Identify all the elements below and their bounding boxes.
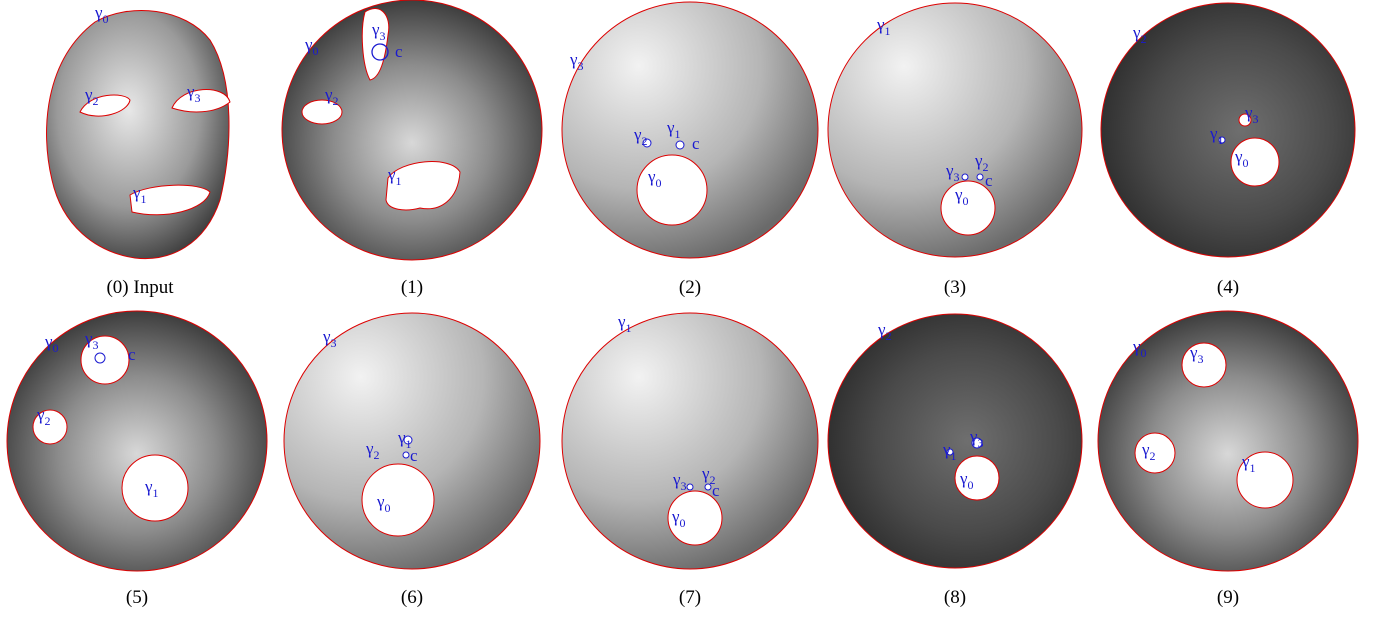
hole	[95, 353, 105, 363]
panel: γ0γ3γ2γ1(9)	[1098, 311, 1358, 608]
hole	[962, 174, 968, 180]
boundary-label: c	[712, 481, 720, 500]
label-index: 0	[1141, 346, 1147, 360]
label-index: 0	[680, 516, 686, 530]
hole	[637, 155, 707, 225]
label-index: 2	[886, 329, 892, 343]
caption: (1)	[401, 277, 423, 298]
hole	[403, 452, 409, 458]
face-mesh	[47, 10, 229, 258]
disk	[828, 314, 1082, 568]
boundary-label: c	[410, 446, 418, 465]
caption: (8)	[944, 587, 966, 608]
label-index: 1	[626, 321, 632, 335]
label-symbol: c	[985, 171, 993, 190]
hole	[676, 141, 684, 149]
caption: (7)	[679, 587, 701, 608]
caption: (9)	[1217, 587, 1239, 608]
label-index: 1	[141, 192, 147, 206]
label-index: 3	[93, 338, 99, 352]
caption: (2)	[679, 277, 701, 298]
caption: (4)	[1217, 277, 1239, 298]
boundary-label: c	[692, 134, 700, 153]
label-index: 1	[1250, 461, 1256, 475]
label-symbol: c	[712, 481, 720, 500]
hole	[362, 464, 434, 536]
label-index: 2	[642, 134, 648, 148]
label-index: 3	[954, 170, 960, 184]
hole	[977, 174, 983, 180]
label-index: 2	[1141, 32, 1147, 46]
panel: γ2γ3γ1γ0(4)	[1101, 3, 1355, 298]
label-index: 0	[656, 176, 662, 190]
label-index: 0	[53, 341, 59, 355]
hole	[687, 484, 693, 490]
label-index: 1	[885, 24, 891, 38]
label-index: 2	[1150, 449, 1156, 463]
label-index: 1	[675, 127, 681, 141]
label-symbol: c	[692, 134, 700, 153]
boundary-label: c	[395, 42, 403, 61]
label-index: 0	[313, 44, 319, 58]
panel: γ1γ3γ2cγ0(3)	[828, 3, 1082, 298]
label-index: 1	[153, 486, 159, 500]
label-index: 3	[1253, 112, 1259, 126]
label-index: 0	[968, 478, 974, 492]
label-symbol: c	[395, 42, 403, 61]
label-index: 3	[681, 479, 687, 493]
label-index: 0	[385, 501, 391, 515]
boundary-label: γ3	[569, 50, 584, 73]
label-index: 1	[396, 174, 402, 188]
label-index: 2	[333, 94, 339, 108]
boundary-label: c	[985, 171, 993, 190]
disk	[282, 0, 542, 260]
label-index: 1	[951, 449, 957, 463]
label-index: 3	[1198, 352, 1204, 366]
boundary-label: c	[128, 345, 136, 364]
label-index: 1	[1218, 133, 1224, 147]
label-index: 0	[963, 194, 969, 208]
panel: γ1γ3γ2cγ0(7)	[562, 312, 818, 608]
label-index: 2	[374, 448, 380, 462]
label-index: 2	[45, 414, 51, 428]
panel: γ2γ3γ1γ0(8)	[828, 314, 1082, 608]
figure: γ0γ2γ3γ1(0) Inputγ0γ3cγ2γ1(1)γ3γ2γ1cγ0(2…	[0, 0, 1378, 620]
panel: γ0γ2γ3γ1(0) Input	[47, 3, 230, 298]
label-index: 0	[103, 12, 109, 26]
label-index: 0	[1243, 156, 1249, 170]
label-symbol: c	[410, 446, 418, 465]
label-index: 2	[93, 94, 99, 108]
caption: (5)	[126, 587, 148, 608]
hole	[1182, 343, 1226, 387]
label-index: 3	[331, 336, 337, 350]
label-index: 3	[380, 29, 386, 43]
caption: (3)	[944, 277, 966, 298]
label-index: 3	[978, 436, 984, 450]
caption: (0) Input	[106, 277, 174, 298]
panel: γ3γ2γ1cγ0(6)	[284, 313, 540, 608]
label-index: 3	[578, 59, 584, 73]
label-symbol: c	[128, 345, 136, 364]
label-index: 3	[195, 91, 201, 105]
caption: (6)	[401, 587, 423, 608]
